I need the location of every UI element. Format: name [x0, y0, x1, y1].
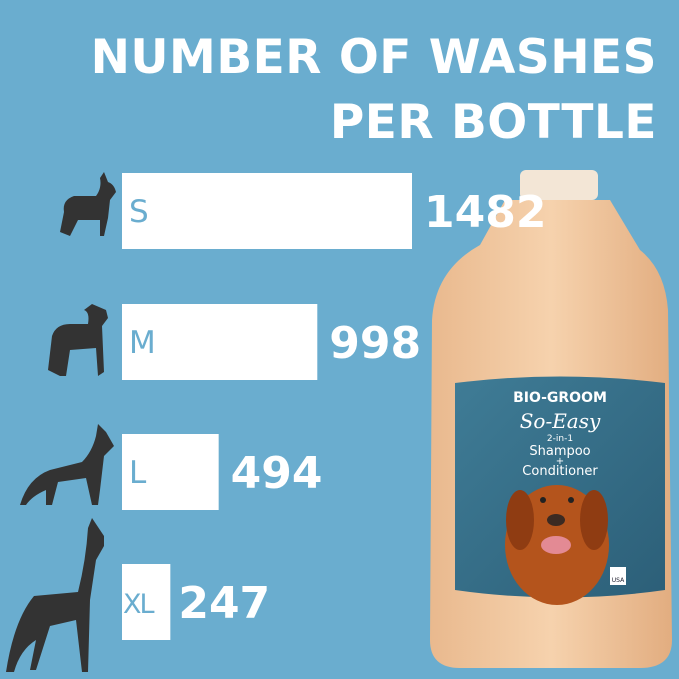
category-label-xl: XL: [123, 589, 154, 620]
product-line-3: +: [556, 456, 564, 467]
value-label-s: 1482: [424, 187, 546, 238]
category-label-s: S: [129, 194, 149, 230]
value-label-m: 998: [329, 318, 421, 369]
bar-l: [122, 434, 219, 510]
product-name: So-Easy: [520, 409, 601, 433]
medium-dog-silhouette-icon: [48, 304, 108, 376]
usa-badge-text: USA: [612, 577, 625, 584]
xl-dog-silhouette-icon: [6, 518, 104, 672]
product-line-1: 2-in-1: [547, 434, 573, 444]
bar-xl: [122, 564, 171, 640]
product-line-4: Conditioner: [522, 464, 598, 479]
chart-title-line-2: PER BOTTLE: [329, 95, 657, 150]
chart-title-line-1: NUMBER OF WASHES: [90, 30, 657, 85]
category-label-m: M: [129, 325, 156, 361]
golden-retriever-image: [505, 485, 609, 605]
value-label-xl: 247: [178, 578, 270, 629]
bottle-cap: [520, 170, 598, 200]
product-line-2: Shampoo: [529, 444, 590, 459]
usa-flag-badge: [610, 567, 626, 585]
value-label-l: 494: [231, 448, 323, 499]
brand-text: BIO-GROOM: [513, 390, 607, 406]
large-dog-silhouette-icon: [20, 424, 114, 505]
bar-s: [122, 173, 412, 249]
bar-m: [122, 304, 318, 380]
small-dog-silhouette-icon: [60, 172, 116, 236]
category-label-l: L: [129, 455, 147, 491]
